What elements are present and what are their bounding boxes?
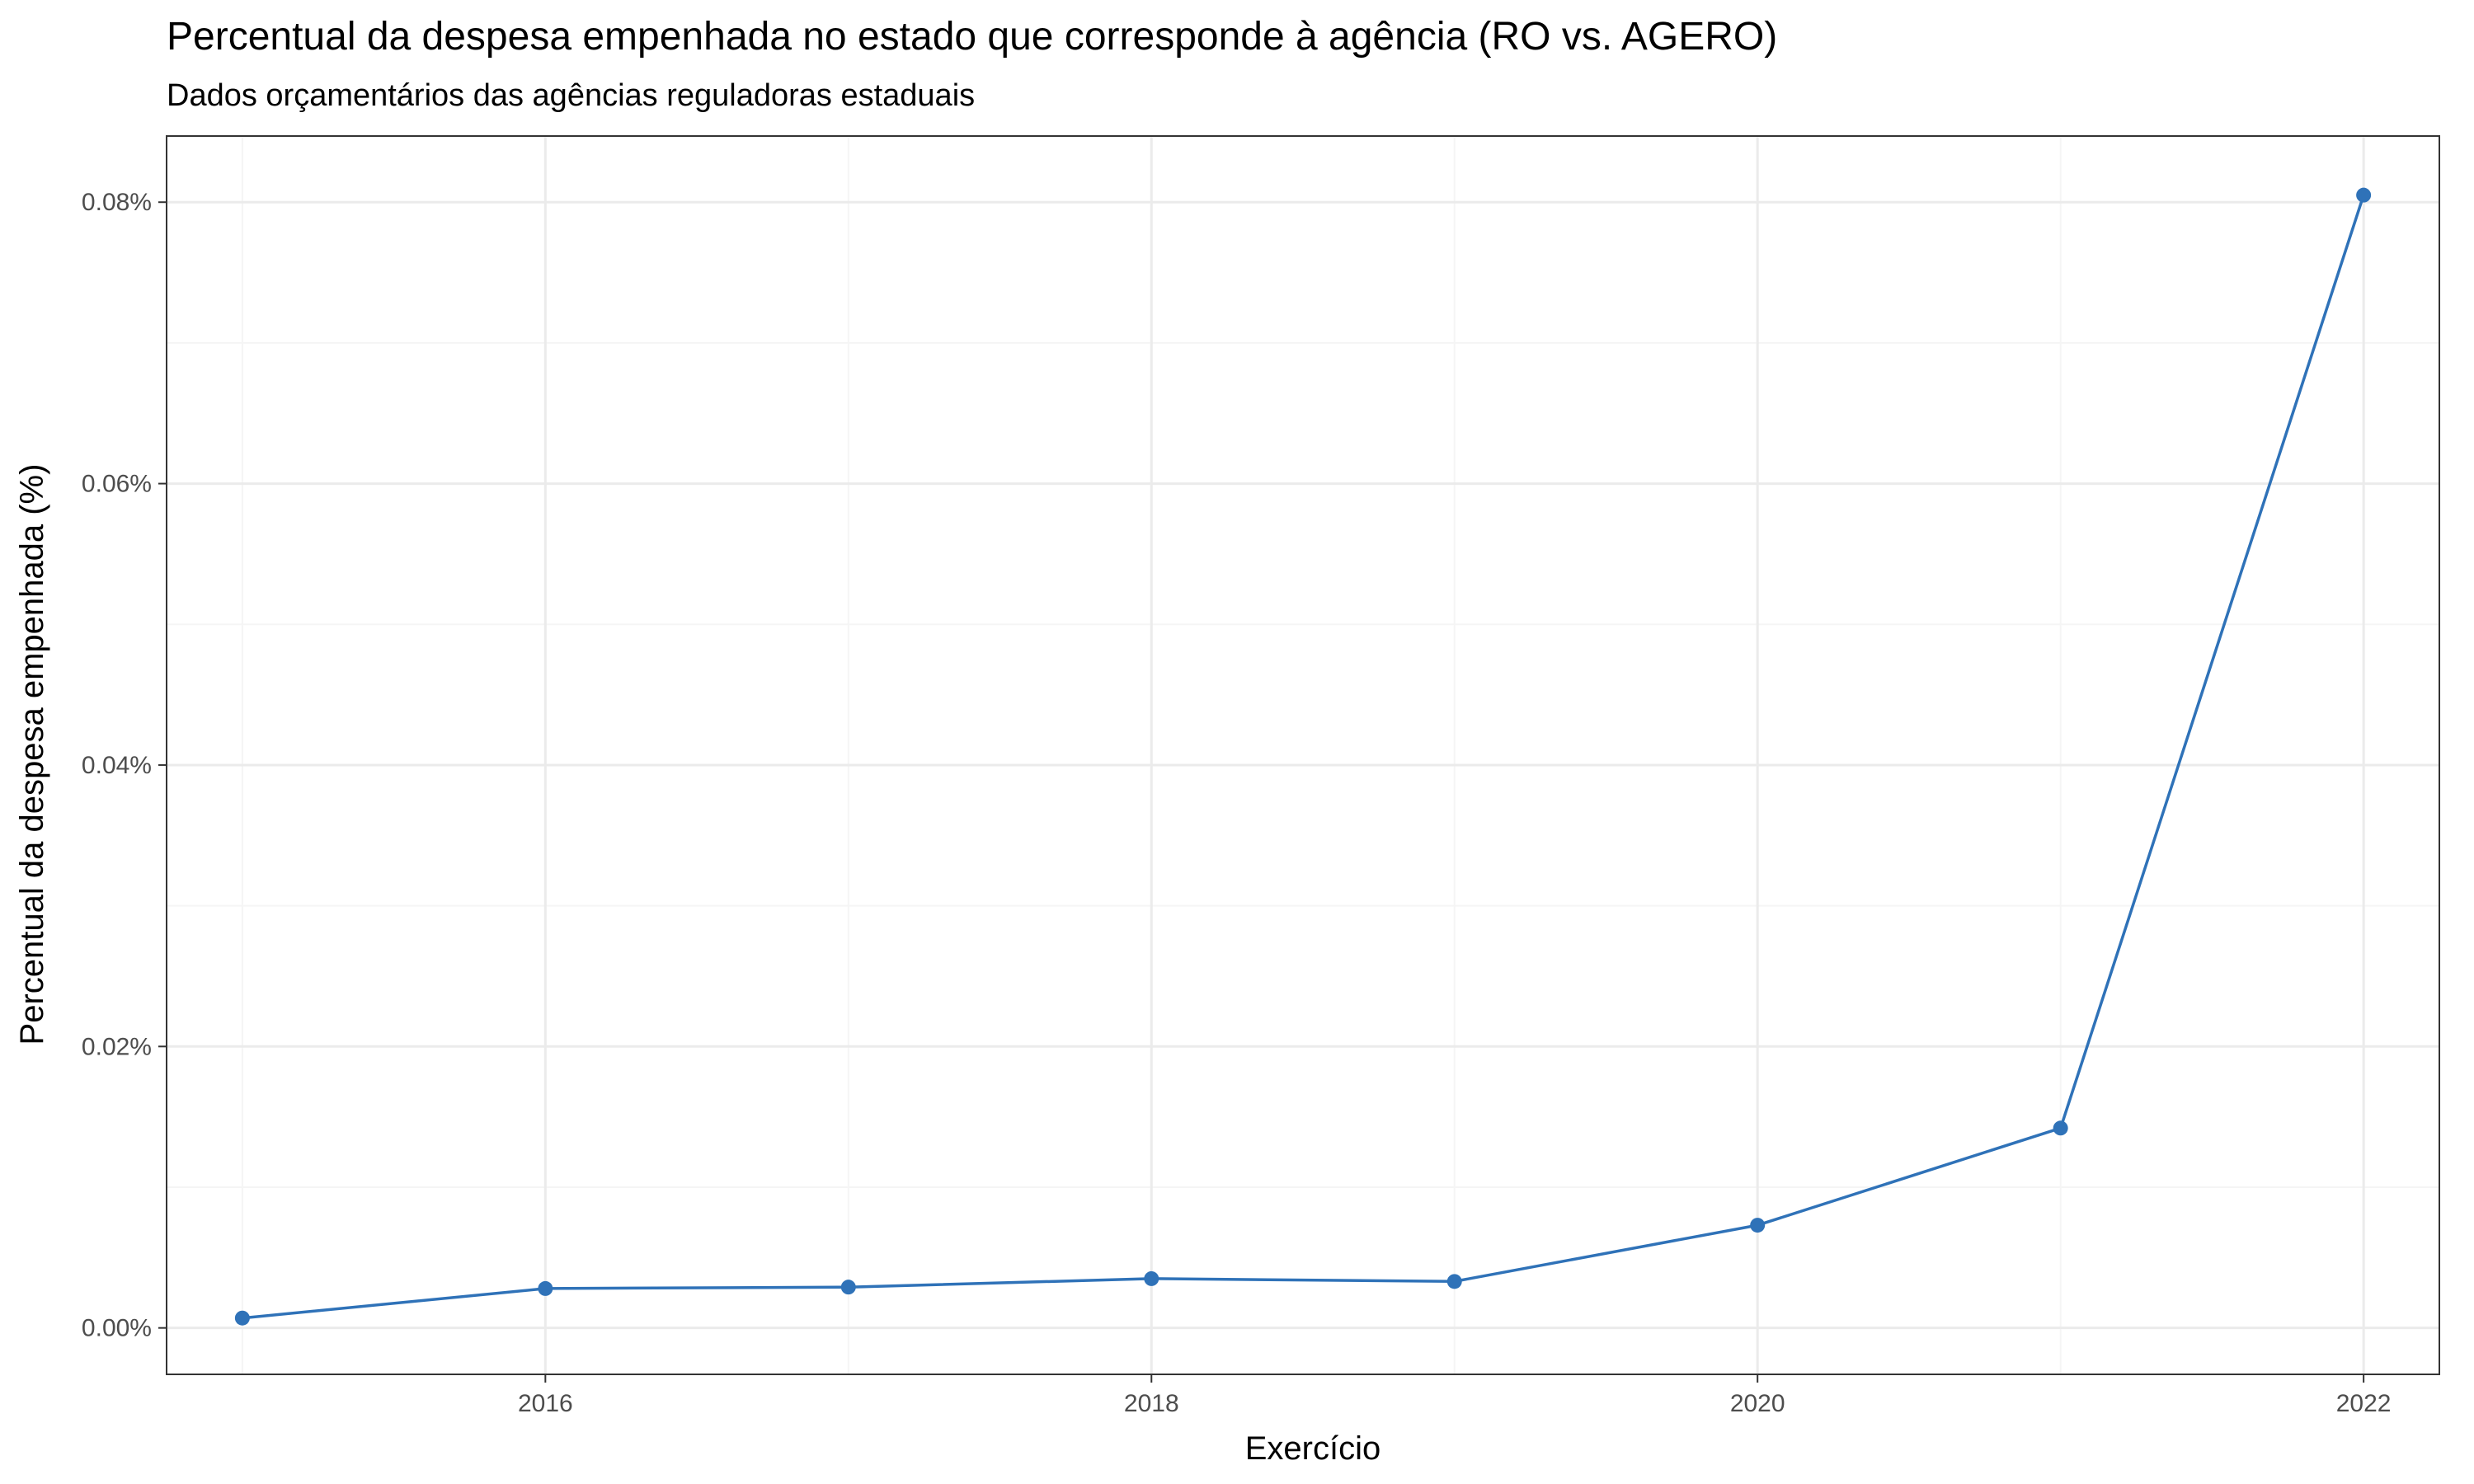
data-point (2053, 1120, 2068, 1136)
x-tick-label: 2018 (1124, 1390, 1179, 1417)
grid-minor (167, 136, 2439, 1374)
x-tick-label: 2022 (2336, 1390, 2392, 1417)
series-line (242, 195, 2365, 1320)
data-point (2356, 187, 2372, 203)
series-layer (234, 187, 2372, 1326)
grid-major (167, 136, 2439, 1374)
x-axis-title: Exercício (1245, 1430, 1381, 1467)
data-point (1144, 1270, 1159, 1286)
chart-title: Percentual da despesa empenhada no estad… (167, 15, 1777, 59)
axis-ticks: 2016 2018 2020 2022 0.00% 0.02% 0.04% 0.06% 0.08… (82, 189, 2392, 1417)
y-tick-label: 0.00% (82, 1315, 152, 1342)
x-tick-label: 2016 (518, 1390, 573, 1417)
x-tick-label: 2020 (1730, 1390, 1785, 1417)
chart-subtitle: Dados orçamentários das agências regulad… (167, 78, 975, 113)
y-tick-label: 0.04% (82, 752, 152, 779)
data-point (1750, 1218, 1766, 1233)
data-point (538, 1280, 553, 1296)
y-tick-label: 0.02% (82, 1033, 152, 1060)
data-point (840, 1280, 856, 1295)
plot-panel-border (166, 135, 2440, 1375)
y-axis-title: Percentual da despesa empenhada (%) (14, 464, 50, 1045)
data-point (1446, 1274, 1462, 1289)
y-tick-label: 0.06% (82, 471, 152, 498)
y-tick-label: 0.08% (82, 189, 152, 216)
data-point (234, 1310, 250, 1326)
